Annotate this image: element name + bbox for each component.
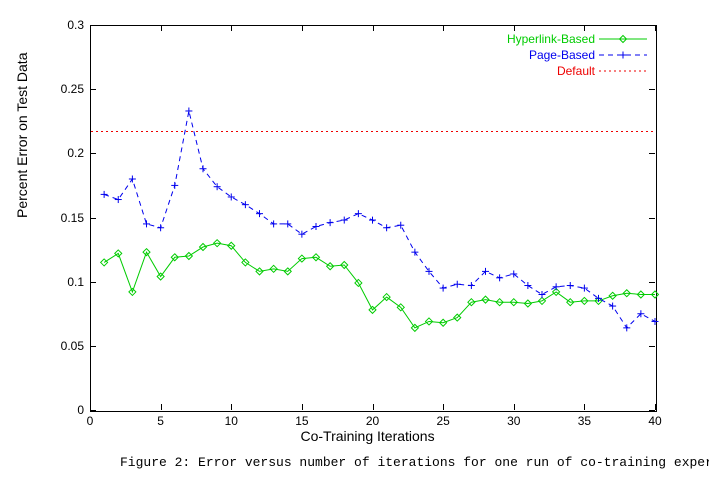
legend-label: Default — [557, 64, 595, 78]
plus-marker — [256, 210, 263, 217]
chart-legend: Hyperlink-Based Page-Based Default — [507, 31, 647, 79]
plus-marker — [454, 281, 461, 288]
plus-marker — [440, 285, 447, 292]
plus-marker — [496, 274, 503, 281]
plus-marker — [524, 282, 531, 289]
plus-marker — [369, 217, 376, 224]
plus-marker — [539, 291, 546, 298]
series-line — [104, 111, 655, 328]
legend-label: Hyperlink-Based — [507, 32, 595, 46]
plus-marker — [270, 220, 277, 227]
plus-marker — [115, 196, 122, 203]
plus-marker — [383, 224, 390, 231]
plus-marker — [200, 165, 207, 172]
plus-marker — [652, 318, 659, 325]
plus-marker — [581, 285, 588, 292]
legend-sample — [599, 64, 647, 78]
legend-row: Page-Based — [507, 47, 647, 63]
plus-marker — [185, 107, 192, 114]
plus-marker — [609, 303, 616, 310]
plus-marker — [157, 224, 164, 231]
plus-marker — [623, 324, 630, 331]
plus-marker — [228, 193, 235, 200]
plus-marker — [171, 182, 178, 189]
plus-marker — [411, 249, 418, 256]
plus-marker — [468, 282, 475, 289]
plus-marker — [313, 223, 320, 230]
legend-row: Hyperlink-Based — [507, 31, 647, 47]
plus-marker — [129, 176, 136, 183]
legend-sample — [599, 48, 647, 62]
plus-marker — [284, 220, 291, 227]
plus-marker — [327, 219, 334, 226]
plus-marker — [567, 282, 574, 289]
legend-sample — [599, 32, 647, 46]
plus-marker — [553, 283, 560, 290]
plus-marker — [397, 222, 404, 229]
plus-marker — [143, 220, 150, 227]
legend-row: Default — [507, 63, 647, 79]
plus-marker — [298, 231, 305, 238]
plus-marker — [242, 201, 249, 208]
legend-label: Page-Based — [529, 48, 595, 62]
plus-marker — [101, 191, 108, 198]
plus-marker — [355, 210, 362, 217]
plus-marker — [341, 217, 348, 224]
